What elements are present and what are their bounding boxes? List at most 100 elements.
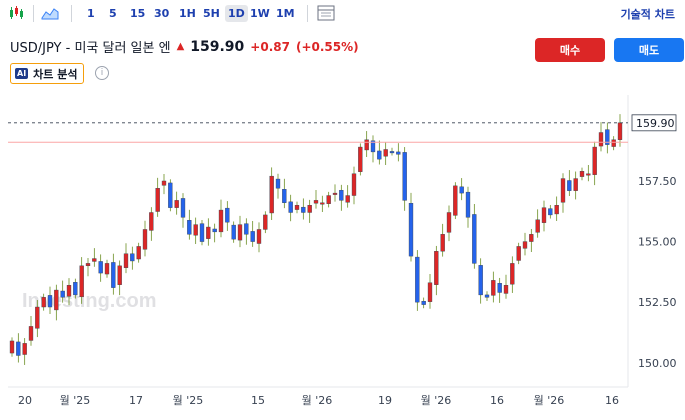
ai-chart-analysis-button[interactable]: AI 차트 분석 — [10, 63, 85, 84]
candle-body — [459, 186, 464, 194]
candle-body — [199, 223, 205, 242]
sell-button[interactable]: 매도 — [614, 38, 684, 62]
candle-body — [598, 132, 604, 147]
candle-body — [351, 173, 357, 196]
last-price: 159.90 — [190, 38, 245, 55]
candle-body — [339, 189, 344, 201]
timeframe-5h[interactable]: 5H — [203, 7, 220, 20]
candle-body — [149, 212, 154, 231]
candle-body — [377, 150, 382, 160]
x-tick-label: 월 '26 — [302, 394, 333, 407]
timeframe-1m[interactable]: 1M — [276, 7, 295, 20]
info-icon[interactable]: i — [95, 66, 109, 80]
candle-body — [307, 205, 312, 213]
candle-body — [85, 263, 91, 267]
candle-body — [453, 185, 458, 216]
calendar-icon[interactable] — [316, 4, 336, 22]
timeframe-15[interactable]: 15 — [130, 7, 146, 20]
candle-body — [180, 198, 186, 218]
x-tick-label: 16 — [490, 394, 504, 407]
candle-body — [111, 262, 116, 288]
timeframe-30[interactable]: 30 — [154, 7, 170, 20]
y-tick-label: 155.00 — [638, 236, 677, 249]
chart-toolbar: 1 5 15 30 1H 5H 1D 1W 1M 기술적 차트 — [0, 0, 685, 28]
candle-body — [212, 228, 217, 233]
candle-body — [9, 340, 15, 354]
candle-body — [47, 295, 53, 308]
symbol-name: USD/JPY - 미국 달러 일본 엔 — [10, 41, 171, 56]
candle-body — [155, 188, 160, 212]
candle-body — [396, 151, 401, 155]
candle-body — [503, 285, 509, 294]
candle-body — [263, 214, 268, 230]
candle-body — [136, 246, 141, 260]
candle-body — [535, 219, 540, 233]
candle-body — [130, 253, 135, 262]
timeframe-1h[interactable]: 1H — [179, 7, 196, 20]
buy-button[interactable]: 매수 — [535, 38, 605, 62]
price-change: +0.87 — [250, 39, 290, 54]
candle-body — [168, 182, 173, 208]
price-change-pct: (+0.55%) — [295, 39, 359, 54]
candle-body — [256, 229, 262, 244]
candle-body — [104, 263, 110, 275]
candle-body — [22, 343, 27, 355]
candle-body — [174, 200, 179, 208]
timeframe-5[interactable]: 5 — [109, 7, 117, 20]
candle-body — [617, 122, 623, 140]
symbol-header: USD/JPY - 미국 달러 일본 엔 ▲ 159.90 +0.87 (+0.… — [10, 37, 359, 57]
candle-body — [548, 208, 553, 216]
candle-body — [231, 224, 236, 240]
candle-body — [66, 285, 72, 297]
candle-body — [79, 265, 84, 298]
candle-body — [491, 280, 496, 296]
candle-body — [434, 251, 439, 285]
candle-body — [16, 341, 21, 356]
candle-body — [218, 209, 224, 233]
timeframe-1[interactable]: 1 — [87, 7, 95, 20]
candle-body — [92, 258, 97, 262]
candle-body — [516, 246, 521, 261]
candle-body — [383, 149, 388, 157]
ai-label: 차트 분석 — [33, 67, 78, 81]
candle-body — [415, 256, 420, 303]
area-chart-icon[interactable] — [40, 4, 60, 22]
candle-body — [408, 203, 414, 257]
candle-body — [605, 129, 610, 145]
y-tick-label: 152.50 — [638, 296, 677, 309]
timeframe-1w[interactable]: 1W — [250, 7, 270, 20]
x-tick-label: 월 '25 — [173, 394, 204, 407]
candle-body — [554, 205, 559, 215]
candle-body — [73, 282, 78, 296]
candle-body — [573, 178, 578, 191]
candle-body — [237, 224, 243, 241]
candle-body — [560, 178, 566, 203]
candle-body — [440, 234, 445, 252]
candle-body — [579, 171, 585, 177]
candle-body — [294, 205, 300, 210]
candle-body — [586, 173, 591, 176]
candle-body — [484, 294, 490, 298]
x-tick-label: 20 — [18, 394, 32, 407]
candle-body — [282, 189, 287, 203]
candlestick-type-icon[interactable] — [6, 4, 26, 22]
candle-body — [497, 283, 502, 293]
candle-body — [269, 175, 274, 214]
timeframe-1d[interactable]: 1D — [225, 5, 248, 22]
last-price-tag-label: 159.90 — [636, 117, 675, 130]
last-price-tag — [631, 114, 677, 132]
x-tick-label: 월 '26 — [421, 394, 452, 407]
price-chart[interactable]: Investing.com 157.50 155.00 152.50 150.00 20 월… — [0, 95, 685, 416]
x-tick-label: 월 '25 — [60, 394, 91, 407]
candle-body — [611, 139, 616, 147]
candle-body — [364, 139, 369, 151]
candle-body — [567, 180, 572, 191]
ai-badge: AI — [15, 68, 29, 79]
candle-body — [250, 231, 255, 242]
candle-body — [301, 206, 306, 213]
x-tick-label: 월 '26 — [534, 394, 565, 407]
x-tick-label: 15 — [251, 394, 265, 407]
candle-body — [358, 146, 363, 172]
advanced-chart-link[interactable]: 기술적 차트 — [620, 8, 675, 21]
